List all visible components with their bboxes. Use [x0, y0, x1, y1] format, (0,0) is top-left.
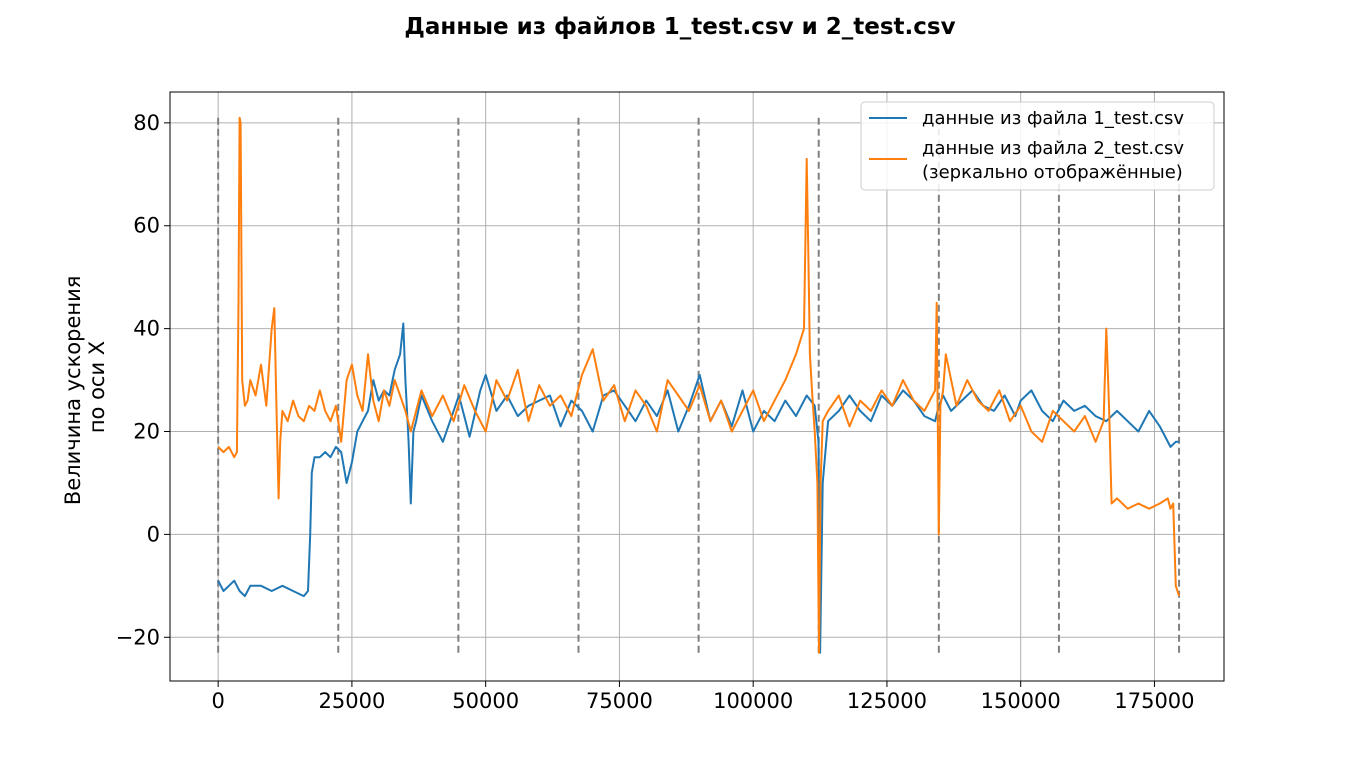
y-tick-label-3: 40: [133, 317, 160, 341]
legend-label-series-2: данные из файла 2_test.csv (зеркально от…: [922, 138, 1190, 183]
y-axis-label-line-1: Величина ускорения: [61, 276, 85, 506]
y-axis-label: Величина ускорения по оси X: [61, 269, 109, 505]
x-tick-label-1: 25000: [319, 689, 386, 713]
x-tick-label-4: 100000: [713, 689, 793, 713]
y-axis: −20 0 20 40 60 80: [116, 111, 170, 649]
legend-box: [860, 101, 1215, 191]
y-axis-label-line-2: по оси X: [85, 341, 109, 433]
x-tick-label-2: 50000: [452, 689, 519, 713]
x-tick-label-5: 125000: [847, 689, 927, 713]
series-line-1: [217, 322, 1180, 654]
series-group: [217, 116, 1181, 654]
x-tick-label-3: 75000: [586, 689, 653, 713]
x-tick-label-0: 0: [211, 689, 224, 713]
series-line-2: [217, 116, 1181, 654]
y-tick-label-5: 80: [133, 111, 160, 135]
legend: данные из файла 1_test.csv данные из фай…: [860, 101, 1215, 191]
y-tick-label-4: 60: [133, 214, 160, 238]
y-tick-label-2: 20: [133, 420, 160, 444]
x-tick-label-7: 175000: [1114, 689, 1194, 713]
plot-frame: [169, 91, 1225, 682]
legend-label-series-2-line-1: данные из файла 2_test.csv: [922, 138, 1184, 159]
x-tick-label-6: 150000: [981, 689, 1061, 713]
x-axis: 0 25000 50000 75000 100000 125000 150000 175000: [211, 681, 1195, 713]
y-tick-label-1: 0: [147, 522, 160, 546]
chart-title: Данные из файлов 1_test.csv и 2_test.csv: [404, 14, 955, 40]
legend-label-series-1: данные из файла 1_test.csv: [922, 108, 1184, 129]
y-tick-label-0: −20: [116, 625, 160, 649]
legend-label-series-2-line-2: (зеркально отображённые): [922, 162, 1183, 183]
